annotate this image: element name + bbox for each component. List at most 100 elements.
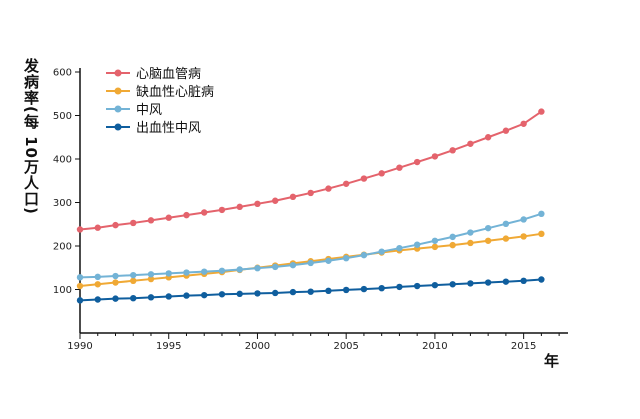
- data-point: [431, 243, 439, 251]
- data-point: [76, 226, 84, 233]
- series-3: [76, 210, 545, 281]
- data-point: [76, 282, 84, 290]
- data-point: [484, 279, 492, 286]
- data-point: [165, 214, 172, 221]
- data-point: [272, 263, 279, 271]
- data-point: [76, 297, 84, 304]
- legend-item: 心脑血管病: [106, 67, 201, 82]
- legend-item: 缺血性心脏病: [106, 85, 214, 100]
- data-point: [378, 284, 385, 292]
- legend-marker: [114, 69, 122, 77]
- x-tick-label: 1995: [156, 341, 181, 352]
- data-point: [502, 278, 510, 285]
- data-point: [431, 237, 439, 244]
- data-point: [502, 127, 510, 134]
- data-point: [183, 292, 190, 299]
- y-tick-label: 100: [53, 285, 72, 296]
- data-point: [396, 244, 403, 252]
- data-point: [431, 281, 439, 289]
- data-point: [325, 185, 332, 192]
- y-axis-label: 发病率(每 10万人口): [22, 58, 40, 215]
- data-point: [520, 216, 527, 223]
- data-point: [218, 206, 226, 214]
- series-1: [76, 108, 545, 233]
- legend-item: 出血性中风: [106, 121, 201, 136]
- data-point: [236, 266, 243, 273]
- data-point: [236, 290, 243, 298]
- data-point: [449, 281, 456, 288]
- data-point: [218, 291, 226, 298]
- data-point: [484, 134, 492, 141]
- data-point: [94, 281, 101, 288]
- data-point: [254, 200, 261, 208]
- data-point: [413, 241, 421, 248]
- x-axis-label: 年: [544, 352, 560, 370]
- data-point: [342, 254, 350, 262]
- data-point: [538, 210, 545, 218]
- x-tick-label: 2000: [245, 341, 270, 352]
- data-point: [467, 140, 474, 147]
- legend-marker: [114, 87, 122, 95]
- data-point: [467, 239, 474, 247]
- data-point: [76, 274, 84, 281]
- data-point: [130, 295, 137, 302]
- data-point: [520, 233, 527, 240]
- data-point: [272, 197, 279, 204]
- data-point: [307, 259, 314, 267]
- legend-label: 中风: [136, 103, 162, 118]
- data-point: [147, 217, 155, 224]
- data-point: [502, 220, 510, 228]
- data-point: [342, 286, 350, 294]
- data-point: [165, 293, 172, 300]
- data-point: [130, 271, 137, 279]
- data-point: [325, 257, 332, 264]
- data-point: [183, 269, 190, 276]
- data-point: [467, 280, 474, 287]
- legend-label: 出血性中风: [136, 121, 201, 136]
- legend-item: 中风: [106, 103, 162, 118]
- data-point: [130, 277, 137, 284]
- data-point: [289, 261, 297, 269]
- data-point: [413, 158, 421, 166]
- y-tick-label: 200: [53, 242, 72, 253]
- data-point: [538, 230, 545, 238]
- y-tick-label: 600: [53, 68, 72, 79]
- data-point: [449, 147, 456, 154]
- data-point: [183, 211, 190, 219]
- data-point: [112, 295, 119, 302]
- chart-series: [76, 108, 545, 304]
- data-point: [254, 290, 261, 297]
- legend-label: 缺血性心脏病: [136, 85, 214, 100]
- data-point: [165, 270, 172, 277]
- data-point: [218, 267, 226, 274]
- data-point: [201, 291, 208, 299]
- legend-marker: [114, 123, 122, 131]
- data-point: [201, 268, 208, 275]
- data-point: [484, 237, 492, 244]
- y-tick-label: 400: [53, 155, 72, 166]
- data-point: [431, 153, 439, 160]
- data-point: [502, 235, 510, 242]
- data-point: [325, 287, 332, 295]
- data-point: [112, 221, 119, 229]
- data-point: [520, 120, 527, 127]
- x-tick-label: 2010: [422, 341, 447, 352]
- data-point: [289, 193, 297, 201]
- data-point: [236, 203, 243, 211]
- data-point: [396, 164, 403, 171]
- x-tick-label: 2005: [333, 341, 358, 352]
- data-point: [94, 224, 101, 231]
- data-point: [147, 275, 155, 283]
- data-point: [147, 271, 155, 278]
- data-point: [307, 189, 314, 197]
- data-point: [342, 180, 350, 187]
- chart-axes: 100 200 300 400 500 600 1990 1995 2000 2005 2010 20…: [53, 68, 568, 352]
- data-point: [201, 209, 208, 216]
- legend-label: 心脑血管病: [136, 67, 201, 82]
- data-point: [112, 272, 119, 280]
- data-point: [254, 264, 261, 272]
- series-4: [76, 276, 545, 304]
- data-point: [538, 276, 545, 283]
- data-point: [396, 283, 403, 291]
